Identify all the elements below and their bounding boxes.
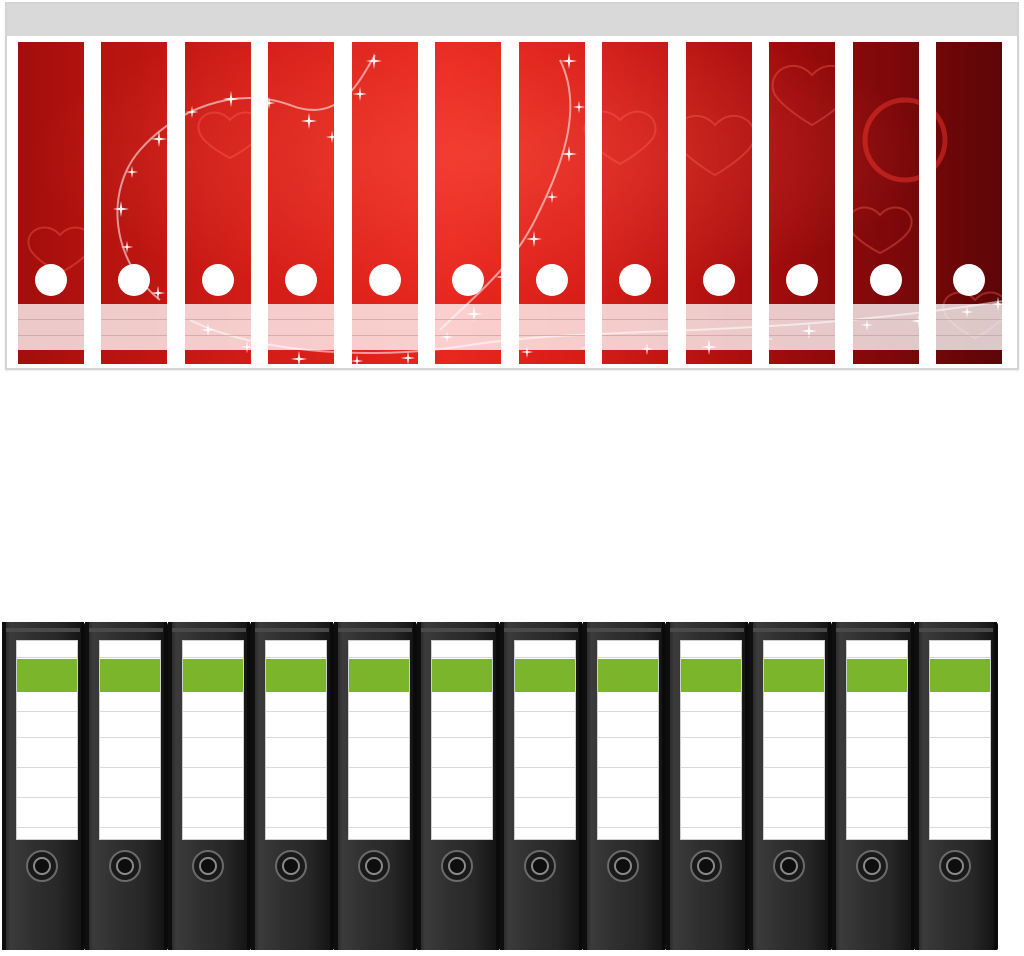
- punch-hole-icon: [202, 264, 234, 296]
- binder-green-stripe: [266, 659, 326, 692]
- finger-hole-icon: [275, 850, 307, 882]
- strip-write-field: [268, 304, 334, 350]
- binder-row: [0, 622, 1024, 956]
- label-strip: [602, 40, 668, 362]
- punch-hole-icon: [452, 264, 484, 296]
- sheet-header-strip: [7, 4, 1017, 36]
- strip-write-field: [686, 304, 752, 350]
- finger-hole-icon: [441, 850, 473, 882]
- binder-green-stripe: [183, 659, 243, 692]
- strip-write-field: [769, 304, 835, 350]
- strip-write-field: [18, 304, 84, 350]
- strip-write-field: [519, 304, 585, 350]
- punch-hole-icon: [786, 264, 818, 296]
- strip-write-field: [352, 304, 418, 350]
- finger-hole-icon: [856, 850, 888, 882]
- label-sheet: [5, 2, 1019, 370]
- finger-hole-icon: [358, 850, 390, 882]
- binder: [334, 622, 416, 950]
- punch-hole-icon: [703, 264, 735, 296]
- binder: [417, 622, 499, 950]
- finger-hole-icon: [607, 850, 639, 882]
- punch-hole-icon: [369, 264, 401, 296]
- label-sheet-artwork: [18, 42, 1002, 364]
- label-strip: [18, 40, 84, 362]
- binder-spine-label: [597, 640, 659, 840]
- label-strip: [769, 40, 835, 362]
- label-strip: [101, 40, 167, 362]
- binder-spine-label: [680, 640, 742, 840]
- binder-spine-label: [929, 640, 991, 840]
- finger-hole-icon: [690, 850, 722, 882]
- binder: [749, 622, 831, 950]
- binder-spine-label: [763, 640, 825, 840]
- punch-hole-icon: [870, 264, 902, 296]
- binder: [666, 622, 748, 950]
- binder: [500, 622, 582, 950]
- finger-hole-icon: [773, 850, 805, 882]
- punch-hole-icon: [118, 264, 150, 296]
- binder-spine-label: [182, 640, 244, 840]
- binder-spine-label: [846, 640, 908, 840]
- binder: [251, 622, 333, 950]
- finger-hole-icon: [109, 850, 141, 882]
- binder-green-stripe: [432, 659, 492, 692]
- binder: [583, 622, 665, 950]
- punch-hole-icon: [285, 264, 317, 296]
- punch-hole-icon: [619, 264, 651, 296]
- binder-spine-label: [265, 640, 327, 840]
- binder-spine-label: [16, 640, 78, 840]
- punch-hole-icon: [35, 264, 67, 296]
- finger-hole-icon: [26, 850, 58, 882]
- binder-spine-label: [431, 640, 493, 840]
- strip-write-field: [602, 304, 668, 350]
- binder: [832, 622, 914, 950]
- label-strip: [352, 40, 418, 362]
- binder-spine-label: [99, 640, 161, 840]
- strip-write-field: [101, 304, 167, 350]
- strip-write-field: [435, 304, 501, 350]
- binder: [168, 622, 250, 950]
- binder: [85, 622, 167, 950]
- label-strip: [519, 40, 585, 362]
- strip-write-field: [853, 304, 919, 350]
- binder-green-stripe: [515, 659, 575, 692]
- binder-green-stripe: [764, 659, 824, 692]
- finger-hole-icon: [524, 850, 556, 882]
- binder-green-stripe: [100, 659, 160, 692]
- binder-spine-label: [348, 640, 410, 840]
- finger-hole-icon: [939, 850, 971, 882]
- binder-spine-label: [514, 640, 576, 840]
- binder: [2, 622, 84, 950]
- binder-green-stripe: [847, 659, 907, 692]
- binder-green-stripe: [930, 659, 990, 692]
- finger-hole-icon: [192, 850, 224, 882]
- label-strip: [268, 40, 334, 362]
- strip-write-field: [936, 304, 1002, 350]
- binder-green-stripe: [349, 659, 409, 692]
- punch-hole-icon: [536, 264, 568, 296]
- label-strip: [936, 40, 1002, 362]
- label-strip: [686, 40, 752, 362]
- label-strip: [185, 40, 251, 362]
- binder-green-stripe: [17, 659, 77, 692]
- binder-green-stripe: [598, 659, 658, 692]
- binder-green-stripe: [681, 659, 741, 692]
- label-strip: [853, 40, 919, 362]
- label-strip: [435, 40, 501, 362]
- strip-write-field: [185, 304, 251, 350]
- binder: [915, 622, 997, 950]
- punch-hole-icon: [953, 264, 985, 296]
